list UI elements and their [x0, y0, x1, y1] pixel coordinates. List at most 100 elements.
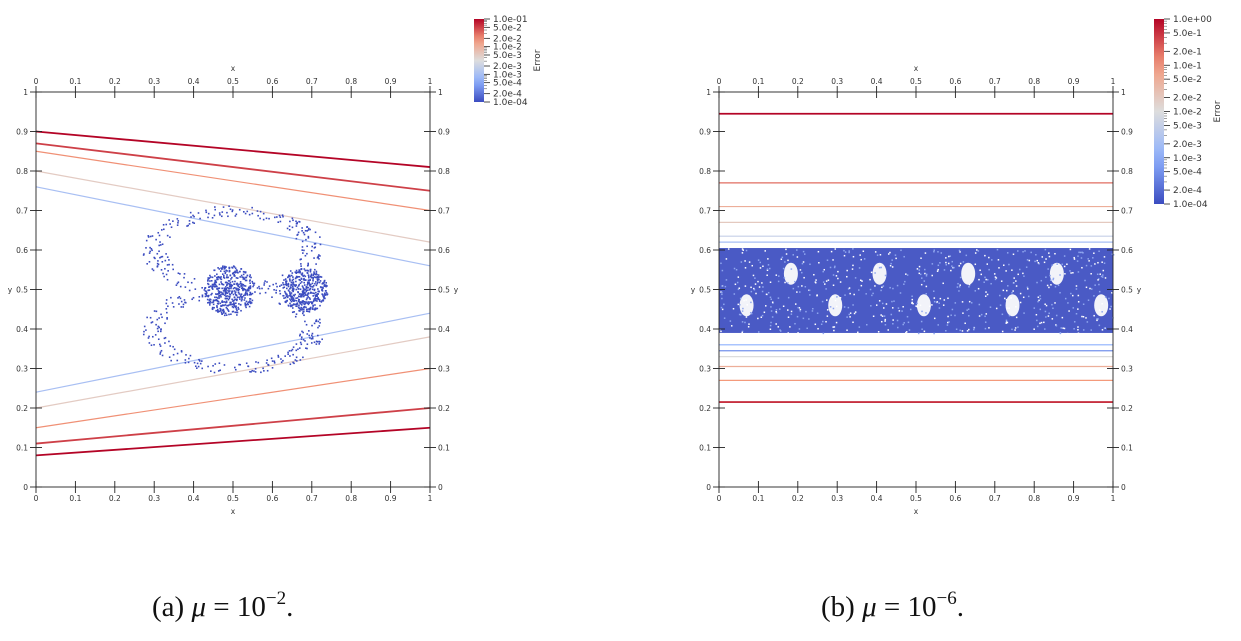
- dot: [235, 306, 237, 308]
- dot: [306, 272, 309, 274]
- speck: [958, 285, 961, 288]
- speck: [720, 330, 722, 333]
- y-axis-label-right: y: [1137, 286, 1142, 295]
- dot: [305, 306, 307, 309]
- dot: [223, 312, 225, 314]
- dot: [280, 361, 283, 364]
- dot: [212, 301, 215, 303]
- dot: [260, 371, 262, 374]
- dot: [291, 311, 294, 314]
- speck: [1059, 291, 1061, 294]
- dot: [231, 280, 234, 283]
- dot: [223, 287, 226, 290]
- dot: [153, 343, 155, 346]
- colorbar-gradient: [474, 19, 484, 102]
- speck: [961, 330, 964, 332]
- x-tick-label-top: 0: [717, 77, 722, 86]
- speck: [866, 323, 868, 326]
- dot: [243, 284, 245, 287]
- dot: [304, 293, 307, 296]
- dot: [221, 273, 224, 275]
- dot: [297, 295, 300, 298]
- dot: [211, 308, 214, 310]
- dot: [230, 313, 232, 316]
- dot: [216, 273, 218, 276]
- dot: [228, 297, 231, 300]
- speck: [781, 256, 784, 259]
- speck: [879, 254, 882, 256]
- dot: [307, 310, 309, 313]
- speck: [881, 286, 883, 289]
- y-tick-label-right: 0.9: [1121, 128, 1133, 137]
- dot: [310, 274, 313, 277]
- speck: [741, 321, 744, 323]
- dot: [177, 222, 179, 224]
- speck: [775, 310, 777, 313]
- speck: [1011, 292, 1013, 294]
- speck: [1048, 252, 1050, 254]
- speck: [808, 289, 811, 292]
- dot: [155, 310, 158, 313]
- speck: [887, 253, 890, 255]
- dot: [208, 299, 211, 302]
- dot: [240, 296, 243, 298]
- speck: [1056, 263, 1058, 265]
- speck: [1045, 304, 1048, 307]
- speck: [920, 277, 923, 279]
- speck: [893, 300, 895, 302]
- speck: [1017, 250, 1019, 252]
- dot: [216, 305, 218, 307]
- dot: [168, 219, 170, 221]
- dot: [244, 303, 247, 306]
- speck: [996, 248, 999, 251]
- speck: [1081, 315, 1083, 318]
- dot: [292, 287, 294, 290]
- speck: [1007, 285, 1009, 287]
- dot: [292, 290, 295, 293]
- dot: [235, 277, 238, 279]
- dot: [207, 365, 209, 368]
- dot: [302, 231, 305, 234]
- speck: [724, 285, 727, 288]
- dot: [225, 266, 227, 268]
- dot: [155, 323, 157, 326]
- speck: [734, 283, 737, 286]
- dot: [315, 340, 318, 343]
- dot: [319, 280, 322, 282]
- speck: [908, 329, 911, 331]
- dot: [254, 367, 257, 370]
- dot: [217, 278, 219, 281]
- speck: [1081, 266, 1083, 269]
- dot: [315, 276, 317, 279]
- dot: [291, 296, 293, 298]
- speck: [817, 250, 820, 253]
- dot: [209, 300, 212, 303]
- speck: [916, 305, 919, 308]
- dot: [244, 292, 247, 295]
- dot: [309, 306, 312, 309]
- speck: [1063, 255, 1066, 257]
- speck: [844, 251, 847, 253]
- dot: [316, 276, 319, 278]
- dot: [151, 321, 154, 323]
- dot: [239, 270, 241, 273]
- speck: [880, 266, 882, 269]
- dot: [212, 299, 215, 302]
- dot: [223, 314, 226, 317]
- dot: [309, 308, 312, 310]
- speck: [745, 249, 748, 252]
- speck: [993, 273, 996, 275]
- dot: [272, 283, 275, 286]
- dot: [220, 305, 222, 307]
- colorbar-tick-label: 5.0e-2: [1173, 75, 1202, 85]
- speck: [854, 311, 857, 313]
- speck: [874, 285, 876, 287]
- speck: [836, 296, 838, 298]
- speck: [1088, 248, 1091, 250]
- dot: [176, 224, 179, 226]
- dot: [149, 235, 152, 238]
- dot: [307, 303, 310, 306]
- dot: [199, 362, 202, 365]
- speck: [943, 269, 946, 271]
- dot: [249, 300, 251, 302]
